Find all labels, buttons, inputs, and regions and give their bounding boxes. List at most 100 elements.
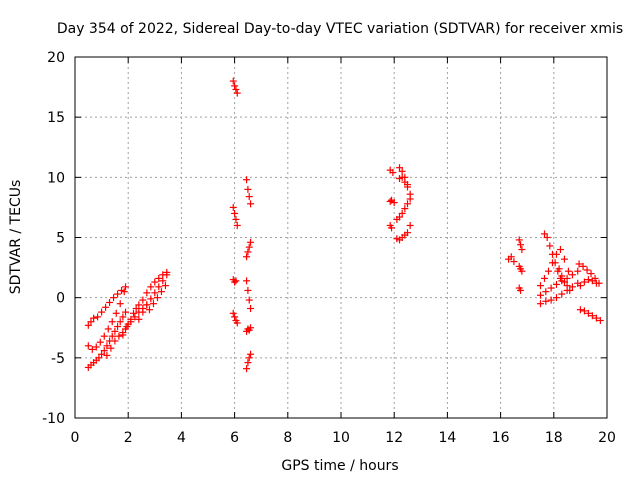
series-arc-6h-a xyxy=(229,77,241,97)
data-point xyxy=(114,290,122,298)
data-point xyxy=(84,342,92,350)
data-point xyxy=(404,229,411,237)
series-arc-2.5h-low xyxy=(135,271,171,323)
data-point xyxy=(587,270,595,278)
data-point xyxy=(122,283,130,291)
data-point xyxy=(245,243,253,251)
series-arc-12h-f xyxy=(396,173,411,191)
data-point xyxy=(540,230,548,238)
series-arc-6.5h-d xyxy=(243,324,255,335)
data-point xyxy=(149,300,157,308)
data-point xyxy=(103,342,111,350)
data-point xyxy=(583,266,591,274)
series-arc-6.5h-a xyxy=(243,176,255,208)
data-point xyxy=(131,313,139,321)
series-arc-16.5h-b xyxy=(515,236,526,254)
x-tick-label: 20 xyxy=(598,430,616,446)
data-point xyxy=(114,323,122,331)
series-arc-18h-peak xyxy=(540,230,564,282)
series-arc-16.5h-a xyxy=(505,253,518,266)
data-point xyxy=(88,345,96,353)
data-point xyxy=(163,268,171,276)
data-point xyxy=(555,265,563,273)
data-point xyxy=(159,271,167,279)
data-point xyxy=(247,200,255,208)
data-point xyxy=(398,209,406,217)
y-tick-label: -5 xyxy=(51,351,65,367)
data-point xyxy=(153,294,161,302)
data-point xyxy=(161,282,169,290)
data-point xyxy=(568,271,576,279)
data-point xyxy=(100,347,108,355)
data-point xyxy=(547,284,555,292)
data-point xyxy=(551,259,559,267)
y-tick-label: 15 xyxy=(47,110,65,126)
data-point xyxy=(244,286,252,294)
data-point xyxy=(119,331,127,339)
data-point xyxy=(102,303,110,311)
data-point xyxy=(147,283,155,291)
data-point xyxy=(543,234,551,241)
data-point xyxy=(243,365,251,373)
y-tick-label: 20 xyxy=(47,50,65,66)
data-point xyxy=(116,300,124,308)
series-arc-0.5h-low xyxy=(84,308,130,371)
y-tick-label: 0 xyxy=(56,291,65,307)
data-point xyxy=(233,221,241,229)
data-point xyxy=(132,304,140,312)
y-tick-label: 10 xyxy=(47,170,65,186)
data-point xyxy=(396,213,404,221)
data-point xyxy=(592,314,600,322)
data-point xyxy=(518,267,526,275)
data-point xyxy=(98,308,106,316)
chart-title: Day 354 of 2022, Sidereal Day-to-day VTE… xyxy=(57,21,623,37)
data-point xyxy=(396,164,404,172)
series-arc-1.8h xyxy=(119,304,140,339)
y-tick-label: 5 xyxy=(56,231,65,247)
data-point xyxy=(231,209,239,217)
data-point xyxy=(145,306,153,314)
data-point xyxy=(104,325,112,333)
data-point xyxy=(107,344,115,352)
x-tick-label: 18 xyxy=(545,430,563,446)
data-points xyxy=(84,77,604,373)
data-point xyxy=(574,267,582,275)
data-point xyxy=(560,278,568,286)
data-point xyxy=(390,199,398,207)
data-point xyxy=(579,262,587,270)
x-tick-label: 4 xyxy=(177,430,186,446)
series-arc-16.5h-c xyxy=(515,262,526,275)
data-point xyxy=(231,278,239,286)
data-point xyxy=(540,274,548,282)
x-tick-label: 8 xyxy=(283,430,292,446)
data-point xyxy=(94,313,102,321)
data-point xyxy=(406,195,414,203)
data-point xyxy=(90,314,98,322)
data-point xyxy=(244,185,252,193)
data-point xyxy=(116,318,124,326)
series-arc-6h-b xyxy=(229,203,241,229)
data-point xyxy=(547,296,555,304)
series-arc-2.5h-high xyxy=(135,268,171,309)
data-point xyxy=(404,183,411,191)
data-point xyxy=(243,253,251,261)
data-point xyxy=(580,278,588,286)
data-point xyxy=(143,289,151,297)
series-arc-12h-d xyxy=(393,195,414,223)
series-arc-12h-b xyxy=(386,221,396,232)
data-point xyxy=(518,246,526,254)
data-point xyxy=(118,286,126,294)
data-point xyxy=(546,242,554,250)
data-point xyxy=(575,260,583,268)
data-point xyxy=(588,277,596,285)
data-point xyxy=(398,167,406,175)
series-arc-3h xyxy=(145,282,169,314)
data-point xyxy=(229,77,237,85)
data-point xyxy=(576,282,584,290)
data-point xyxy=(552,294,560,302)
data-point xyxy=(130,309,138,317)
data-point xyxy=(389,169,397,177)
series-arc-12h-c xyxy=(386,164,414,198)
data-point xyxy=(232,85,240,93)
x-axis-label: GPS time / hours xyxy=(281,458,398,474)
